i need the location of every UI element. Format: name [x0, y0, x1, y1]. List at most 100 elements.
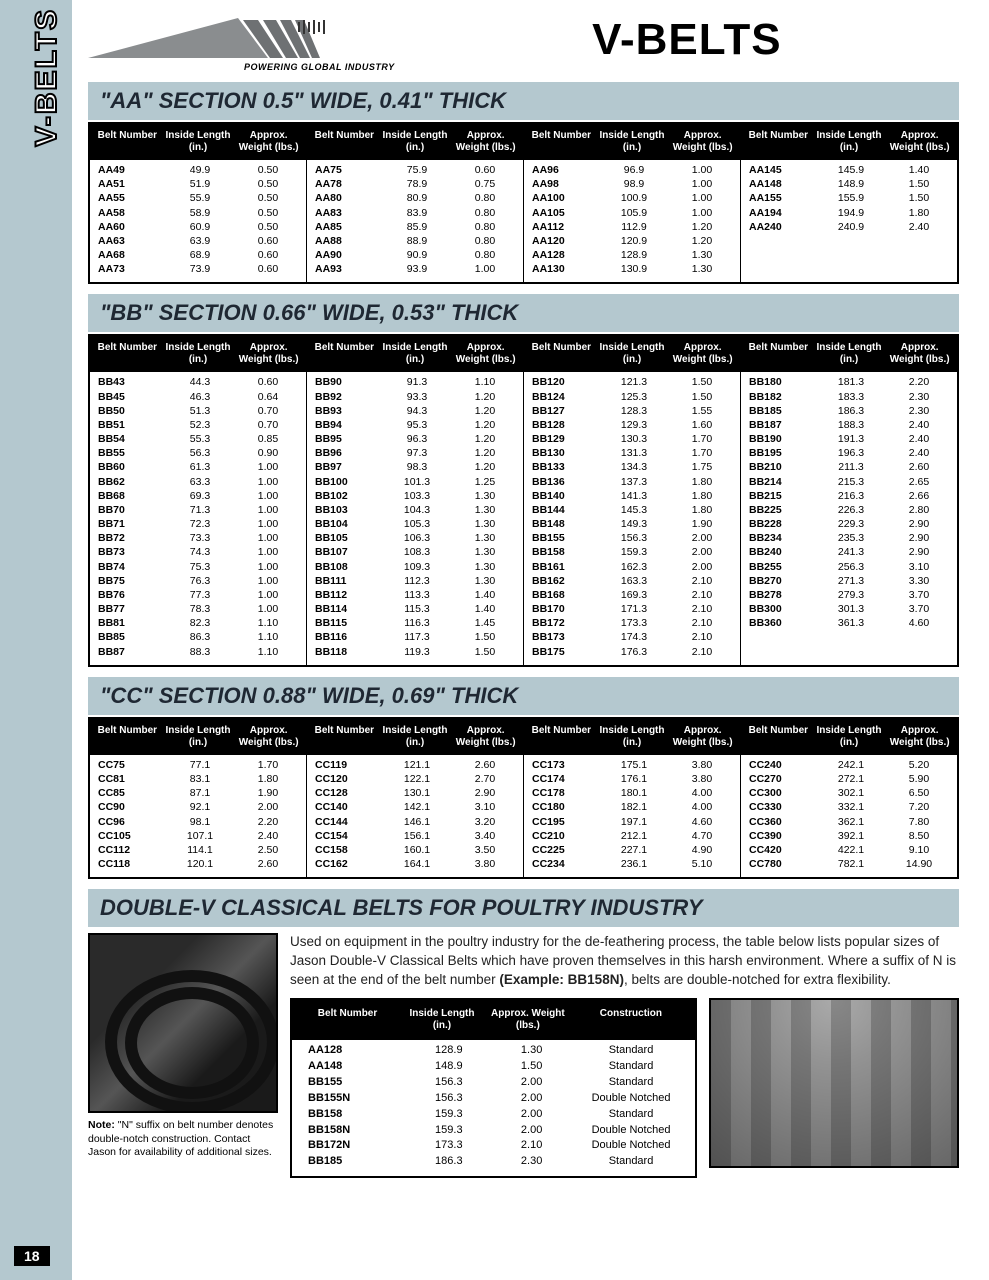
- table-row: BB172173.32.10: [524, 616, 740, 630]
- table-row: CC162164.13.80: [307, 857, 523, 871]
- table-row: BB270271.33.30: [741, 574, 957, 588]
- table-row: BB214215.32.65: [741, 475, 957, 489]
- page-number: 18: [14, 1246, 50, 1266]
- table-row: BB129130.31.70: [524, 432, 740, 446]
- note: Note: "N" suffix on belt number denotes …: [88, 1119, 278, 1160]
- table-row: BB103104.31.30: [307, 503, 523, 517]
- table-row: AA6363.90.60: [90, 234, 306, 248]
- table-row: CC118120.12.60: [90, 857, 306, 871]
- poultry-description: Used on equipment in the poultry industr…: [290, 933, 959, 990]
- table-row: BB9495.31.20: [307, 418, 523, 432]
- table-row: BB7778.31.00: [90, 602, 306, 616]
- table-row: BB187188.32.40: [741, 418, 957, 432]
- table-row: BB140141.31.80: [524, 489, 740, 503]
- table-row: BB168169.32.10: [524, 588, 740, 602]
- table-row: BB185186.32.30: [741, 404, 957, 418]
- table-row: BB9091.31.10: [307, 375, 523, 389]
- table-row: AA155155.91.50: [741, 191, 957, 205]
- table-row: BB102103.31.30: [307, 489, 523, 503]
- tagline: POWERING GLOBAL INDUSTRY: [244, 62, 395, 72]
- table-row: CC9698.12.20: [90, 815, 306, 829]
- table-row: BB5152.30.70: [90, 418, 306, 432]
- table-row: BB9596.31.20: [307, 432, 523, 446]
- poultry-row: BB158N159.32.00Double Notched: [292, 1123, 695, 1139]
- table-row: BB100101.31.25: [307, 475, 523, 489]
- table-row: BB190191.32.40: [741, 432, 957, 446]
- table-row: AA7373.90.60: [90, 262, 306, 276]
- table-row: BB360361.34.60: [741, 616, 957, 630]
- table-row: BB107108.31.30: [307, 545, 523, 559]
- table-row: BB7071.31.00: [90, 503, 306, 517]
- table-row: AA7878.90.75: [307, 177, 523, 191]
- table-row: AA8585.90.80: [307, 220, 523, 234]
- table-row: BB9697.31.20: [307, 446, 523, 460]
- poultry-row: AA128128.91.30Standard: [292, 1043, 695, 1059]
- table-row: BB240241.32.90: [741, 545, 957, 559]
- poultry-row: BB155156.32.00Standard: [292, 1075, 695, 1091]
- table-row: BB116117.31.50: [307, 630, 523, 644]
- table-row: CC105107.12.40: [90, 829, 306, 843]
- table-row: BB130131.31.70: [524, 446, 740, 460]
- poultry-row: AA148148.91.50Standard: [292, 1059, 695, 1075]
- table-row: BB9798.31.20: [307, 460, 523, 474]
- table-row: AA5151.90.50: [90, 177, 306, 191]
- table-row: BB133134.31.75: [524, 460, 740, 474]
- table-row: AA6060.90.50: [90, 220, 306, 234]
- table-row: CC780782.114.90: [741, 857, 957, 871]
- table-row: BB8182.31.10: [90, 616, 306, 630]
- table-row: BB144145.31.80: [524, 503, 740, 517]
- table-row: BB5051.30.70: [90, 404, 306, 418]
- table-row: CC144146.13.20: [307, 815, 523, 829]
- table-row: BB170171.32.10: [524, 602, 740, 616]
- table-row: CC8587.11.90: [90, 786, 306, 800]
- logo-icon: [88, 10, 348, 70]
- table-row: CC7577.11.70: [90, 758, 306, 772]
- table-row: BB9394.31.20: [307, 404, 523, 418]
- table-row: BB175176.32.10: [524, 645, 740, 659]
- table-row: BB128129.31.60: [524, 418, 740, 432]
- table-row: CC195197.14.60: [524, 815, 740, 829]
- table-row: CC119121.12.60: [307, 758, 523, 772]
- table-row: BB255256.33.10: [741, 560, 957, 574]
- table-head: Belt NumberInside Length (in.)Approx. We…: [524, 719, 740, 755]
- table-row: BB8586.31.10: [90, 630, 306, 644]
- poultry-row: BB185186.32.30Standard: [292, 1154, 695, 1170]
- table-row: BB7677.31.00: [90, 588, 306, 602]
- poultry-row: BB172N173.32.10Double Notched: [292, 1138, 695, 1154]
- table-row: BB115116.31.45: [307, 616, 523, 630]
- poultry-table: Belt Number Inside Length (in.) Approx. …: [290, 998, 697, 1179]
- table-row: CC225227.14.90: [524, 843, 740, 857]
- table-row: AA100100.91.00: [524, 191, 740, 205]
- table-row: AA9696.91.00: [524, 163, 740, 177]
- side-label: V-BELTS: [30, 8, 64, 146]
- table-row: BB4546.30.64: [90, 390, 306, 404]
- table-row: AA148148.91.50: [741, 177, 957, 191]
- table-row: BB5556.30.90: [90, 446, 306, 460]
- table-row: BB112113.31.40: [307, 588, 523, 602]
- table-row: BB210211.32.60: [741, 460, 957, 474]
- table-row: CC112114.12.50: [90, 843, 306, 857]
- table-row: BB136137.31.80: [524, 475, 740, 489]
- table-row: CC154156.13.40: [307, 829, 523, 843]
- table-row: AA194194.91.80: [741, 206, 957, 220]
- table-row: BB7172.31.00: [90, 517, 306, 531]
- table-row: BB182183.32.30: [741, 390, 957, 404]
- table-row: CC173175.13.80: [524, 758, 740, 772]
- table-row: BB8788.31.10: [90, 645, 306, 659]
- table-head: Belt NumberInside Length (in.)Approx. We…: [524, 124, 740, 160]
- table-row: BB7475.31.00: [90, 560, 306, 574]
- table-row: AA5555.90.50: [90, 191, 306, 205]
- table-row: CC420422.19.10: [741, 843, 957, 857]
- table-head: Belt NumberInside Length (in.)Approx. We…: [90, 336, 306, 372]
- table-row: AA8888.90.80: [307, 234, 523, 248]
- table-row: CC240242.15.20: [741, 758, 957, 772]
- section-header: "BB" SECTION 0.66" WIDE, 0.53" THICK: [88, 294, 959, 332]
- poultry-row: BB155N156.32.00Double Notched: [292, 1091, 695, 1107]
- table-row: CC390392.18.50: [741, 829, 957, 843]
- table-row: CC128130.12.90: [307, 786, 523, 800]
- header: POWERING GLOBAL INDUSTRY V-BELTS: [88, 10, 959, 70]
- table-row: BB6263.31.00: [90, 475, 306, 489]
- belt-image: [88, 933, 278, 1113]
- data-table: Belt NumberInside Length (in.)Approx. We…: [88, 334, 959, 666]
- section-header: "CC" SECTION 0.88" WIDE, 0.69" THICK: [88, 677, 959, 715]
